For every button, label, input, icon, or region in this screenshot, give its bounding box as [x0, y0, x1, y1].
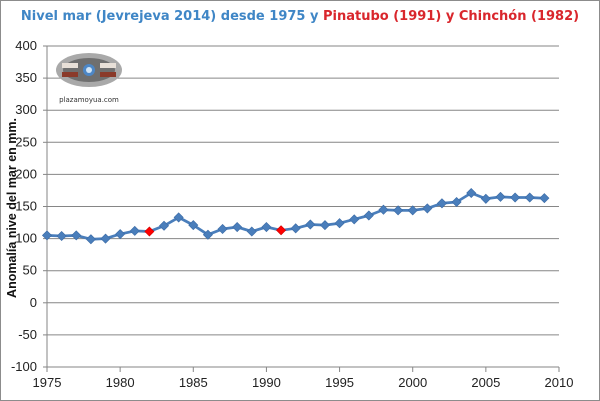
data-point	[129, 225, 140, 236]
x-tick-label: 1980	[106, 375, 135, 390]
data-point	[246, 226, 257, 237]
data-point	[71, 230, 82, 241]
data-point	[510, 192, 521, 203]
site-logo	[56, 53, 122, 87]
data-point	[422, 203, 433, 214]
title-part-main: Nivel mar (Jevrejeva 2014) desde 1975 y	[20, 9, 323, 24]
data-point	[159, 220, 170, 231]
data-point	[100, 233, 111, 244]
data-point	[436, 198, 447, 209]
data-point	[524, 192, 535, 203]
data-point	[232, 222, 243, 233]
y-tick-label: 250	[15, 134, 37, 149]
data-point	[305, 219, 316, 230]
title-part-connector: y	[441, 9, 459, 24]
data-point	[217, 223, 228, 234]
data-point	[188, 220, 199, 231]
x-tick-label: 1995	[325, 375, 354, 390]
y-tick-label: 50	[23, 263, 37, 278]
data-point	[480, 193, 491, 204]
data-point	[319, 220, 330, 231]
y-tick-label: -50	[18, 327, 37, 342]
x-tick-label: 1990	[252, 375, 281, 390]
x-tick-label: 2000	[398, 375, 427, 390]
data-point	[349, 214, 360, 225]
data-point	[539, 193, 550, 204]
data-point	[115, 229, 126, 240]
data-point	[41, 230, 53, 241]
title-part-pinatubo: Pinatubo (1991)	[322, 9, 442, 24]
y-tick-label: 150	[15, 199, 37, 214]
chart-title: Nivel mar (Jevrejeva 2014) desde 1975 y …	[0, 9, 600, 24]
y-tick-label: -100	[11, 359, 37, 374]
data-point	[85, 234, 96, 245]
data-point	[261, 222, 272, 233]
data-point	[378, 204, 389, 215]
data-point	[290, 223, 301, 234]
tick-labels: -100 -50 0 50 100 150 200 250 300 350 400 1975 1980 1…	[11, 38, 573, 390]
x-tick-label: 1985	[179, 375, 208, 390]
y-tick-label: 0	[30, 295, 37, 310]
y-tick-label: 350	[15, 70, 37, 85]
y-tick-label: 400	[15, 38, 37, 53]
y-tick-label: 300	[15, 102, 37, 117]
data-point	[393, 205, 404, 216]
markers-layer	[41, 187, 550, 245]
y-tick-label: 200	[15, 166, 37, 181]
title-part-chinchon: Chinchón (1982)	[458, 9, 580, 24]
y-axis-label: Anomalía nive del mar en mm.	[5, 118, 19, 298]
data-point	[363, 210, 374, 221]
data-point	[173, 212, 184, 223]
data-point	[202, 229, 213, 240]
x-tick-label: 1975	[33, 375, 62, 390]
data-point	[334, 218, 345, 229]
gridlines	[47, 45, 559, 336]
x-tick-label: 2005	[471, 375, 500, 390]
highlighted-data-point	[144, 226, 155, 237]
logo-caption: plazamoyua.com	[59, 96, 119, 104]
y-tick-label: 100	[15, 231, 37, 246]
highlighted-data-point	[276, 225, 287, 236]
x-tick-label: 2010	[545, 375, 574, 390]
data-point	[495, 191, 506, 202]
data-point	[451, 196, 462, 208]
data-point	[466, 187, 477, 199]
data-point	[56, 231, 67, 242]
data-point	[407, 205, 418, 216]
